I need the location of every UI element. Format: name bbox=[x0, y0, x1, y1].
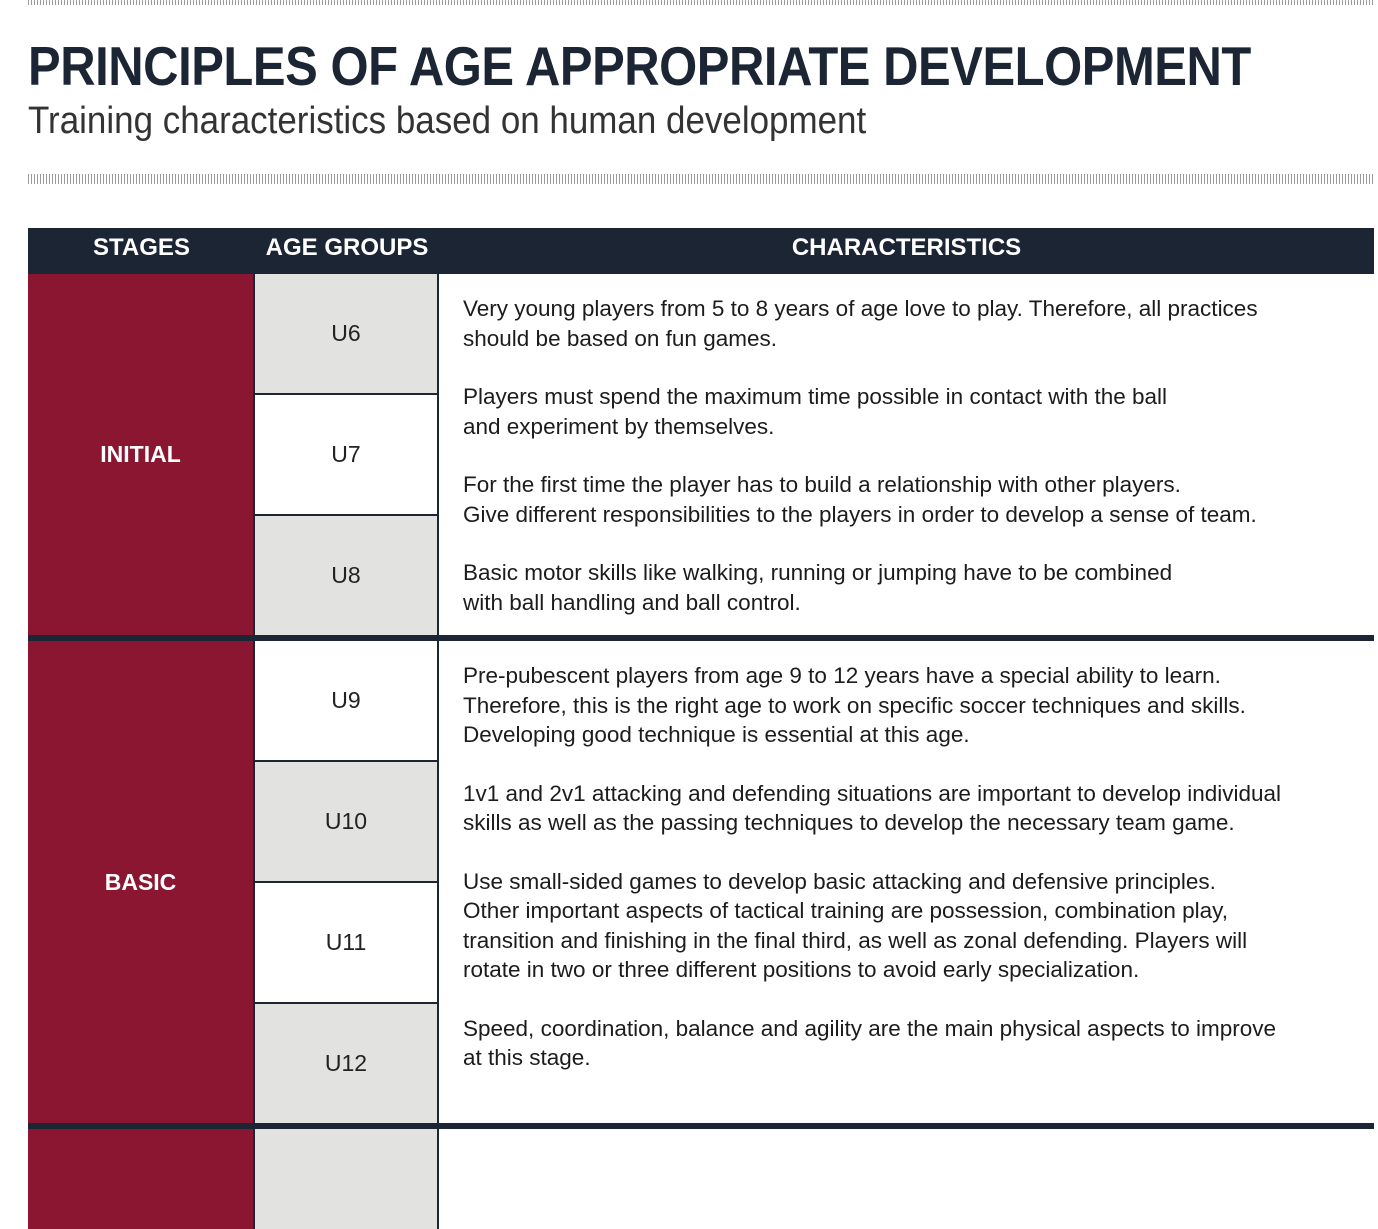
age-group-cell: U11 bbox=[255, 883, 437, 1002]
characteristics-initial: Very young players from 5 to 8 years of … bbox=[439, 274, 1374, 635]
column-divider bbox=[253, 641, 255, 1123]
age-group-cell: U9 bbox=[255, 641, 437, 760]
page-title: PRINCIPLES OF AGE APPROPRIATE DEVELOPMEN… bbox=[28, 35, 1251, 97]
age-group-next-partial bbox=[255, 1129, 437, 1229]
characteristic-paragraph: Basic motor skills like walking, running… bbox=[463, 560, 1173, 615]
age-group-cell: U12 bbox=[255, 1004, 437, 1123]
age-group-cell: U7 bbox=[255, 395, 437, 514]
characteristic-paragraph: For the first time the player has to bui… bbox=[463, 472, 1257, 527]
characteristic-paragraph: Speed, coordination, balance and agility… bbox=[463, 1015, 1276, 1071]
characteristics-basic: Pre-pubescent players from age 9 to 12 y… bbox=[439, 641, 1374, 1123]
column-header-characteristics: CHARACTERISTICS bbox=[439, 228, 1374, 268]
stage-initial: INITIAL bbox=[28, 274, 253, 635]
age-group-cell: U10 bbox=[255, 762, 437, 881]
top-rule bbox=[28, 0, 1374, 5]
column-header-stages: STAGES bbox=[28, 228, 255, 268]
hatched-divider bbox=[28, 174, 1374, 184]
stage-next-partial bbox=[28, 1129, 253, 1229]
characteristic-paragraph: Use small-sided games to develop basic a… bbox=[463, 868, 1248, 983]
characteristic-paragraph: 1v1 and 2v1 attacking and defending situ… bbox=[463, 780, 1282, 836]
age-group-cell: U8 bbox=[255, 516, 437, 635]
characteristic-paragraph: Players must spend the maximum time poss… bbox=[463, 384, 1168, 439]
characteristic-paragraph: Very young players from 5 to 8 years of … bbox=[463, 296, 1258, 351]
development-table: STAGES AGE GROUPS CHARACTERISTICS INITIA… bbox=[28, 228, 1374, 1229]
characteristics-next-partial bbox=[439, 1129, 1374, 1229]
page-subtitle: Training characteristics based on human … bbox=[28, 100, 867, 142]
column-divider bbox=[253, 274, 255, 635]
stage-basic: BASIC bbox=[28, 641, 253, 1123]
characteristic-paragraph: Pre-pubescent players from age 9 to 12 y… bbox=[463, 663, 1246, 747]
column-divider bbox=[437, 641, 439, 1123]
age-group-cell: U6 bbox=[255, 274, 437, 393]
column-header-age-groups: AGE GROUPS bbox=[255, 228, 439, 268]
column-divider bbox=[437, 274, 439, 635]
